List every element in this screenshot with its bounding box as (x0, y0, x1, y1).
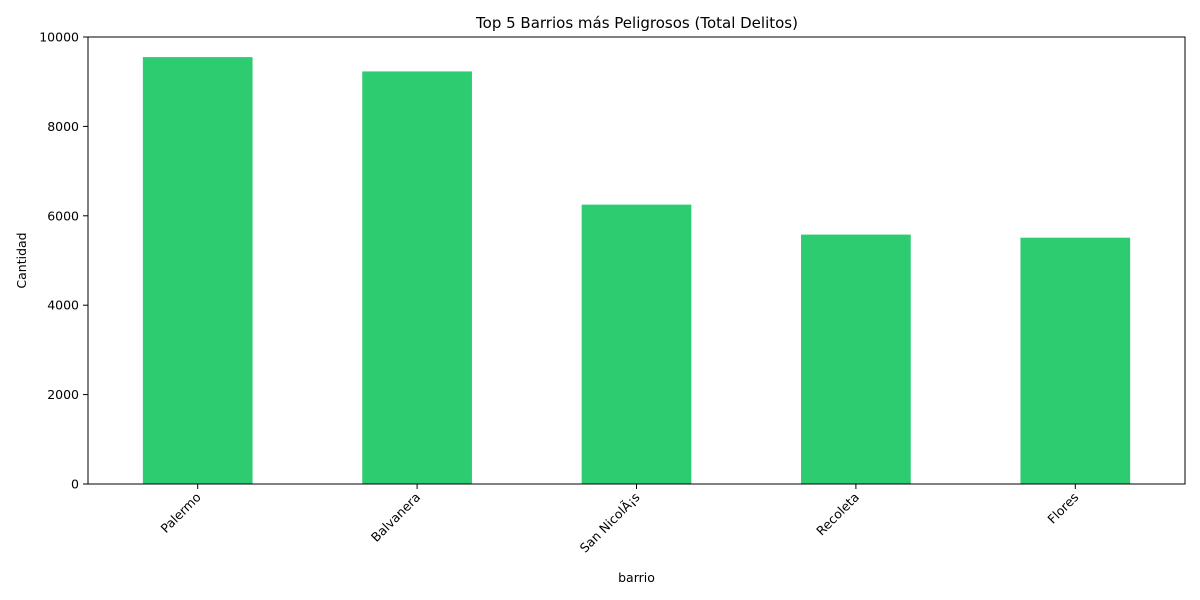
y-tick-label-4: 8000 (47, 119, 79, 134)
y-axis: 0 2000 4000 6000 8000 10000 (39, 30, 88, 492)
y-tick-label-0: 0 (71, 477, 79, 492)
x-tick-label-2: San NicolÃ¡s (577, 490, 643, 556)
bar-4 (1020, 237, 1131, 484)
x-tick-label-1: Balvanera (368, 490, 423, 545)
bar-3 (801, 234, 911, 484)
y-tick-label-3: 6000 (47, 208, 79, 223)
bar-1 (362, 71, 472, 484)
y-tick-label-1: 2000 (47, 387, 79, 402)
bar-0 (142, 57, 253, 485)
plot-frame (87, 36, 1186, 485)
x-tick-label-4: Flores (1044, 490, 1081, 527)
y-axis-label: Cantidad (14, 232, 29, 288)
x-tick-label-3: Recoleta (813, 490, 862, 539)
bar-2 (581, 204, 692, 484)
x-tick-label-0: Palermo (157, 490, 203, 536)
x-axis-label: barrio (618, 570, 655, 585)
x-axis: Palermo Balvanera San NicolÃ¡s Recoleta Flor… (157, 484, 1081, 556)
chart-title: Top 5 Barrios más Peligrosos (Total Deli… (475, 14, 798, 32)
bars-group (142, 57, 1131, 485)
y-tick-label-2: 4000 (47, 298, 79, 313)
y-tick-label-5: 10000 (39, 30, 79, 45)
